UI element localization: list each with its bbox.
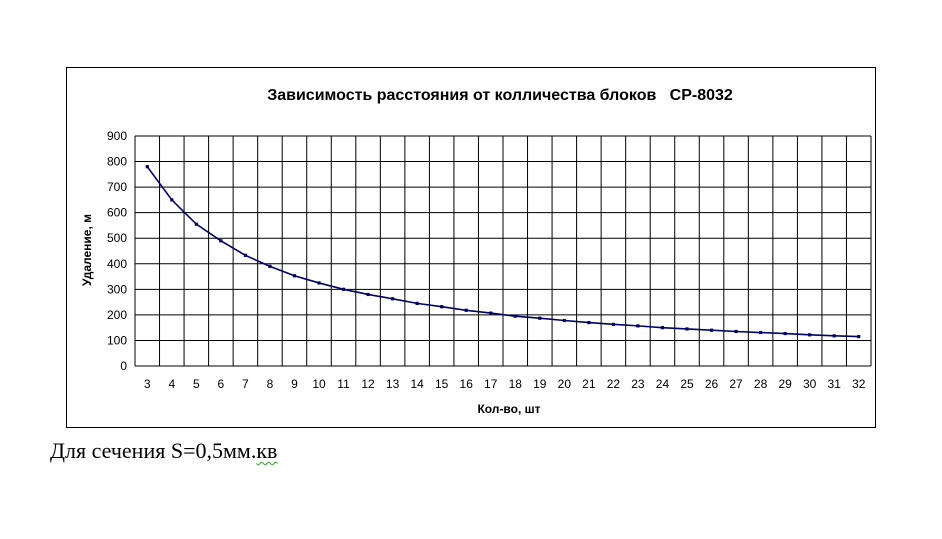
data-point — [857, 335, 861, 339]
x-tick-label: 4 — [168, 377, 175, 391]
data-point — [243, 253, 247, 257]
data-point — [734, 329, 738, 334]
x-tick-label: 24 — [656, 377, 670, 391]
y-tick-label: 400 — [107, 257, 127, 271]
x-tick-label: 9 — [291, 377, 298, 391]
data-point — [685, 327, 689, 331]
x-tick-label: 21 — [582, 377, 596, 391]
x-tick-label: 10 — [312, 377, 326, 391]
y-tick-label: 300 — [107, 282, 127, 296]
x-tick-label: 23 — [631, 377, 645, 391]
x-tick-label: 8 — [267, 377, 274, 391]
x-tick-label: 6 — [218, 377, 225, 391]
x-tick-label: 13 — [386, 377, 400, 391]
y-tick-label: 100 — [107, 333, 127, 347]
data-point — [317, 281, 321, 285]
data-point — [709, 328, 714, 332]
x-tick-label: 12 — [361, 377, 375, 391]
caption: Для сечения S=0,5мм.кв — [50, 438, 277, 464]
x-tick-label: 26 — [705, 377, 719, 391]
data-point — [513, 314, 517, 318]
y-axis-label: Удаление, м — [80, 214, 94, 286]
chart-title: Зависимость расстояния от колличества бл… — [267, 87, 733, 104]
x-tick-label: 32 — [852, 377, 866, 391]
data-point — [391, 297, 395, 301]
data-point — [660, 326, 665, 330]
x-tick-label: 16 — [460, 377, 474, 391]
data-point — [440, 305, 444, 309]
y-tick-label: 500 — [107, 231, 127, 245]
x-tick-label: 19 — [533, 377, 547, 391]
line-chart: Зависимость расстояния от колличества бл… — [80, 87, 872, 416]
data-point — [587, 320, 591, 325]
y-tick-label: 700 — [107, 180, 127, 194]
x-tick-label: 7 — [242, 377, 249, 391]
data-point — [759, 330, 763, 335]
x-tick-label: 28 — [754, 377, 768, 391]
data-point — [611, 322, 615, 326]
x-tick-label: 30 — [803, 377, 817, 391]
data-point — [464, 308, 468, 312]
data-point — [783, 331, 787, 336]
x-tick-label: 11 — [337, 377, 350, 391]
x-tick-label: 29 — [778, 377, 792, 391]
caption-text: Для сечения S=0,5мм. — [50, 438, 257, 463]
data-point — [170, 198, 174, 202]
y-tick-label: 900 — [107, 129, 127, 143]
data-point — [562, 318, 566, 323]
x-tick-label: 15 — [435, 377, 449, 391]
data-point — [808, 333, 812, 337]
data-point — [292, 274, 297, 278]
data-point — [219, 239, 223, 243]
data-point — [636, 324, 640, 328]
x-tick-label: 27 — [729, 377, 743, 391]
grid — [134, 135, 872, 367]
data-point — [268, 264, 272, 268]
caption-unit: кв — [256, 438, 278, 463]
series-layer — [145, 165, 861, 339]
y-tick-label: 800 — [107, 155, 127, 169]
data-point — [366, 292, 370, 297]
x-tick-label: 25 — [680, 377, 694, 391]
data-point — [538, 316, 542, 320]
data-point — [415, 301, 419, 305]
chart-frame: Зависимость расстояния от колличества бл… — [66, 67, 876, 428]
data-point — [194, 222, 198, 226]
data-point — [341, 287, 346, 291]
x-tick-label: 22 — [607, 377, 621, 391]
x-tick-label: 3 — [144, 377, 151, 391]
x-tick-label: 31 — [828, 377, 842, 391]
y-tick-label: 200 — [107, 308, 127, 322]
x-axis-label: Кол-во, шт — [477, 402, 540, 416]
x-tick-label: 20 — [558, 377, 572, 391]
x-tick-label: 5 — [193, 377, 200, 391]
x-tick-label: 14 — [410, 377, 424, 391]
axes: 0 100 200 300 400 500 600 700 800 900 3 4 5 6 7 8 9 10 11 1… — [107, 129, 866, 391]
data-point — [832, 334, 836, 338]
x-tick-label: 17 — [484, 377, 498, 391]
y-tick-label: 0 — [120, 359, 127, 373]
x-tick-label: 18 — [509, 377, 523, 391]
series-line — [146, 166, 859, 338]
data-point — [145, 165, 149, 169]
y-tick-label: 600 — [107, 206, 127, 220]
data-point — [489, 311, 493, 315]
